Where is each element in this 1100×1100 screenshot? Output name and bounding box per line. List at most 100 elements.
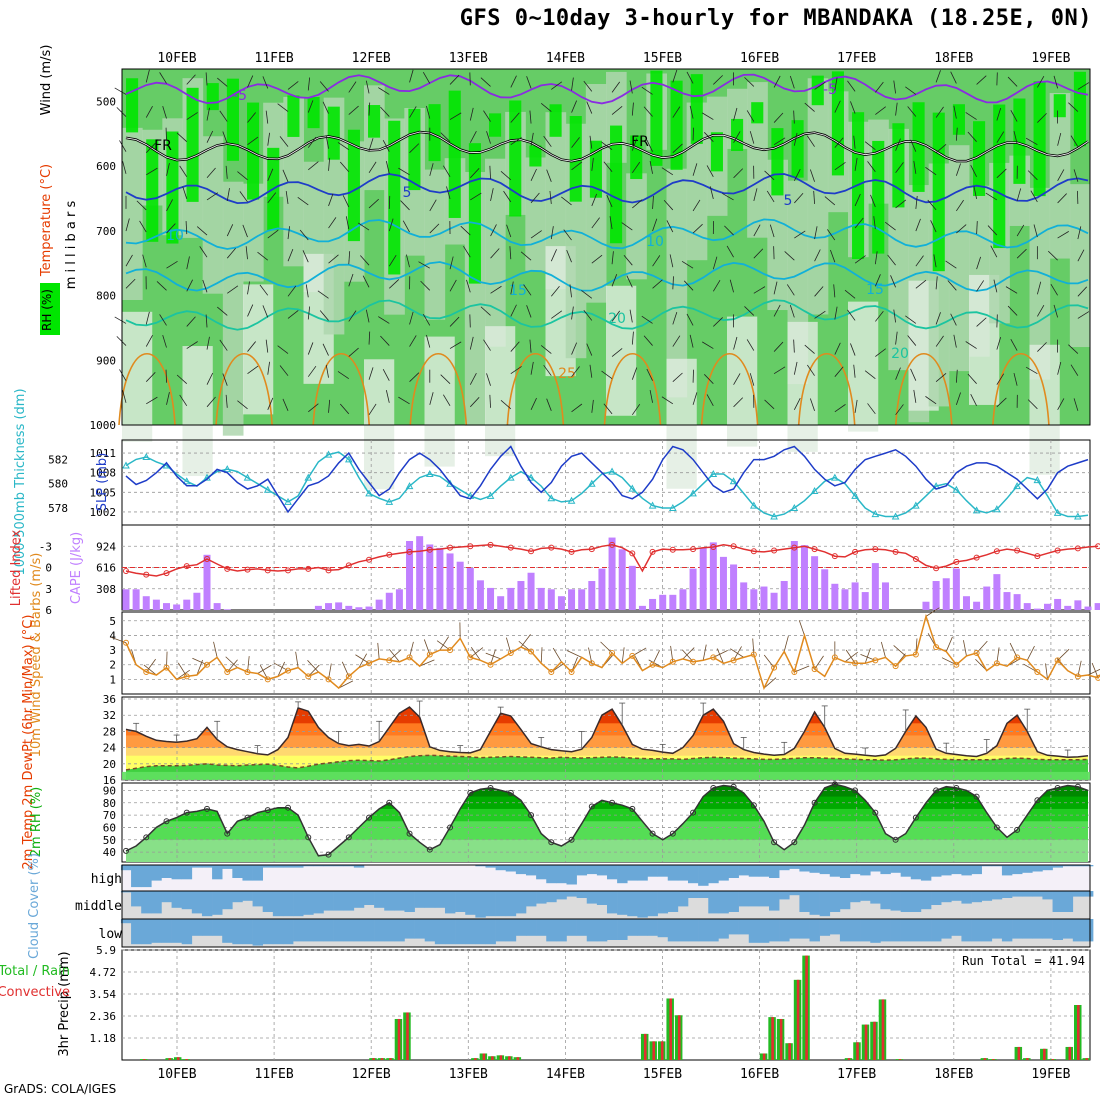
cloud-middle-bar bbox=[171, 891, 182, 908]
cloud-low-bar bbox=[627, 919, 638, 936]
surface-wind-barb bbox=[213, 641, 218, 658]
wind-barb bbox=[606, 194, 613, 208]
cloud-high-bar bbox=[900, 865, 912, 877]
rh2m-point bbox=[973, 793, 980, 800]
wind-barb bbox=[543, 364, 552, 376]
lifted-index-point bbox=[183, 563, 190, 570]
wind-barb bbox=[996, 397, 1007, 408]
cape-bar bbox=[699, 547, 707, 610]
wind-barb bbox=[611, 251, 614, 265]
cape-bar bbox=[1074, 600, 1082, 610]
wind-barb bbox=[955, 369, 958, 383]
precip-legend-convective: Convective bbox=[0, 985, 70, 1000]
cape-bar bbox=[740, 582, 748, 610]
thickness-point bbox=[790, 503, 799, 511]
wind-barb bbox=[1037, 113, 1047, 123]
contour-label: -5 bbox=[823, 82, 837, 98]
cloud-low-bar bbox=[941, 919, 952, 939]
warm-contour bbox=[409, 352, 468, 426]
rh2m-point bbox=[690, 809, 697, 816]
wind-speed-point bbox=[204, 661, 211, 668]
rh2m-point bbox=[305, 834, 312, 841]
wind-barb bbox=[1070, 135, 1079, 147]
wind-barb bbox=[176, 374, 188, 384]
wind-speed-point bbox=[568, 669, 575, 676]
wind-barb bbox=[854, 255, 866, 264]
wind-barb bbox=[247, 136, 259, 145]
rh-dark-column bbox=[952, 104, 965, 135]
cloud-high-bar bbox=[931, 865, 942, 877]
precip-convective-bar bbox=[796, 979, 800, 1060]
cape-bar bbox=[537, 587, 545, 610]
warm-contour bbox=[797, 352, 856, 426]
rh-dark-column bbox=[973, 121, 986, 196]
wind-barb bbox=[987, 225, 998, 236]
bottom-date-label: 19FEB bbox=[1031, 1067, 1070, 1082]
cloud-high-bar bbox=[201, 865, 213, 868]
cloud-high-bar bbox=[1082, 865, 1094, 867]
cloud-high-bar bbox=[819, 865, 831, 875]
cloud-middle-bar bbox=[293, 891, 304, 917]
wind-barb bbox=[166, 199, 173, 212]
wind-speed-point bbox=[305, 673, 312, 680]
wind-barb bbox=[1057, 361, 1062, 375]
wind-barb bbox=[726, 245, 734, 258]
cloud-high-bar bbox=[485, 865, 496, 868]
cloud-low-bar bbox=[313, 919, 324, 942]
rh2m-point bbox=[933, 787, 940, 794]
wind-barb bbox=[526, 305, 532, 318]
wind-barb bbox=[446, 186, 451, 200]
cloud-middle-bar bbox=[860, 891, 871, 901]
wind-barb bbox=[380, 335, 390, 346]
rh-dark-column bbox=[811, 75, 824, 106]
wind-barb bbox=[603, 403, 613, 415]
wind-barb bbox=[733, 336, 738, 350]
thickness-axis-label: 1000-500mb Thickness (dm) bbox=[13, 388, 28, 575]
top-date-label: 18FEB bbox=[934, 51, 973, 66]
wind-barb bbox=[834, 137, 844, 148]
cloud-high-bar bbox=[505, 865, 517, 872]
wind-barb bbox=[328, 193, 334, 207]
wind-barb bbox=[222, 373, 228, 386]
wind-barb bbox=[631, 138, 638, 151]
wind-barb bbox=[706, 165, 714, 177]
rh2m-point bbox=[183, 809, 190, 816]
wind-barb bbox=[850, 343, 856, 356]
cape-bar bbox=[649, 598, 657, 610]
wind-barb bbox=[449, 279, 457, 292]
cloud-high-bar bbox=[779, 865, 790, 871]
cape-bar bbox=[578, 589, 586, 610]
lifted-index-point bbox=[285, 567, 292, 574]
surface-wind-barb bbox=[1026, 645, 1035, 661]
wind-barb bbox=[322, 343, 329, 356]
wind-barb bbox=[764, 399, 775, 410]
surface-wind-barb bbox=[716, 648, 724, 664]
wind-barb bbox=[226, 188, 230, 201]
wind-barb bbox=[506, 224, 512, 238]
rh-light-column bbox=[222, 181, 244, 436]
bottom-date-label: 18FEB bbox=[934, 1067, 973, 1082]
y-tick-label: 580 bbox=[48, 478, 68, 491]
wind-barb bbox=[348, 347, 359, 357]
wind-barb bbox=[227, 285, 239, 294]
wind-barb bbox=[382, 369, 390, 381]
wind-barb bbox=[162, 335, 167, 348]
wind-barb bbox=[784, 251, 795, 261]
y-tick-label: 582 bbox=[48, 453, 68, 466]
cloud-middle-bar bbox=[779, 891, 790, 900]
wind-barb bbox=[686, 313, 694, 326]
rh-light-column bbox=[626, 173, 647, 280]
wind-barb bbox=[186, 279, 194, 292]
surface-wind-barb bbox=[880, 641, 886, 658]
wind-barb bbox=[794, 192, 804, 204]
cape-bar bbox=[628, 565, 636, 610]
wind-barb bbox=[569, 284, 572, 298]
precip-convective-bar bbox=[779, 1018, 783, 1060]
cape-bar bbox=[446, 553, 454, 610]
wind-barb bbox=[145, 69, 150, 83]
wind-speed-point bbox=[447, 647, 454, 654]
cape-bar bbox=[476, 580, 484, 610]
wind-barb bbox=[139, 220, 147, 233]
cloud-high-bar bbox=[576, 865, 588, 876]
cloud-middle-bar bbox=[708, 891, 719, 914]
